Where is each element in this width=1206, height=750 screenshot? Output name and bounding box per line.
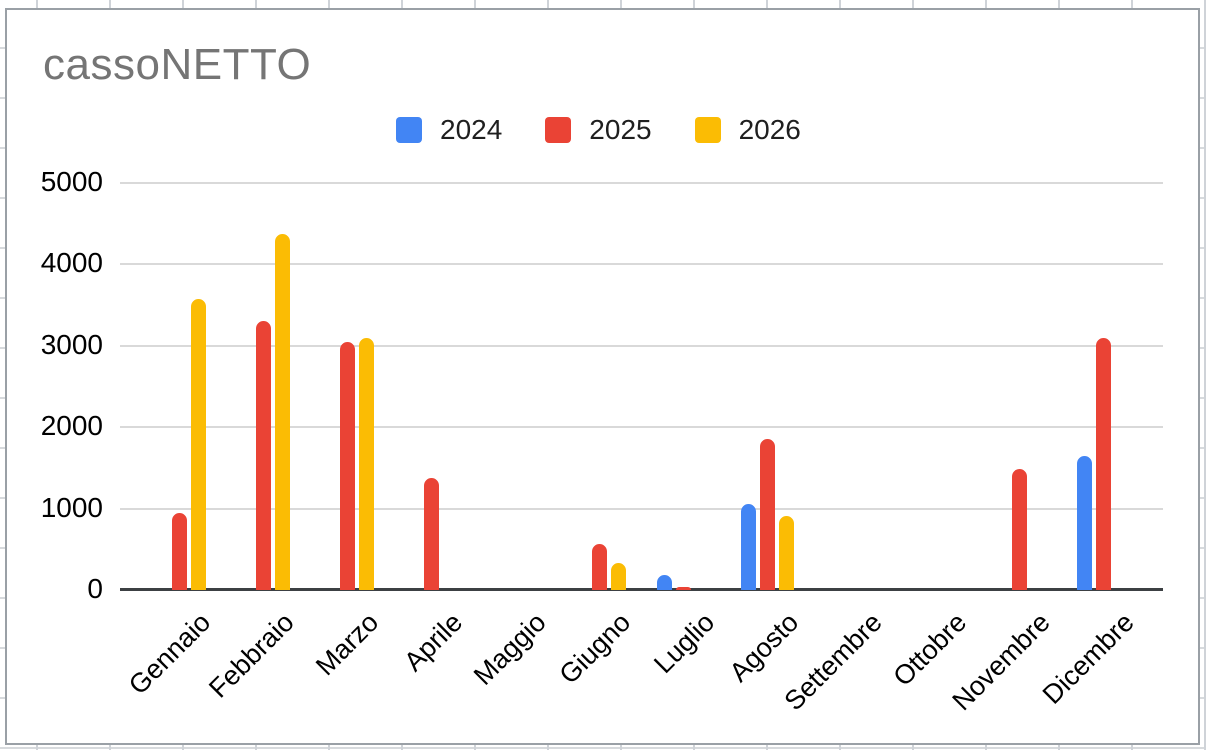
- legend-swatch-2026: [694, 117, 721, 143]
- bar-2025-Febbraio: [256, 321, 271, 590]
- legend-swatch-2024: [396, 117, 422, 143]
- x-axis-category-label: Febbraio: [203, 607, 301, 704]
- x-axis-category-label: Aprile: [398, 607, 469, 678]
- x-axis-line: [120, 588, 1163, 591]
- bar-2024-Luglio: [657, 575, 672, 590]
- y-gridline: [120, 426, 1163, 428]
- x-axis-category-label: Dicembre: [1037, 607, 1141, 710]
- bar-2025-Giugno: [592, 544, 607, 590]
- y-gridline: [120, 508, 1163, 510]
- y-axis-tick-label: 4000: [40, 247, 103, 278]
- legend-label-2024: 2024: [440, 114, 503, 145]
- legend-label-2025: 2025: [589, 114, 652, 145]
- bar-2025-Dicembre: [1096, 338, 1111, 590]
- legend-item-2024: 2024: [396, 114, 503, 145]
- bar-2025-Agosto: [760, 439, 775, 590]
- bar-2025-Aprile: [424, 478, 439, 590]
- legend-item-2026: 2026: [694, 114, 801, 145]
- bar-2024-Agosto: [741, 504, 756, 590]
- x-axis-category-label: Marzo: [309, 607, 385, 682]
- y-axis-tick-label: 3000: [40, 329, 103, 360]
- chart-title: cassoNETTO: [43, 40, 312, 89]
- x-axis-category-label: Maggio: [468, 607, 553, 691]
- bar-2025-Luglio: [676, 587, 691, 590]
- legend-label-2026: 2026: [738, 114, 801, 145]
- x-axis-category-label: Gennaio: [122, 607, 217, 701]
- y-axis-tick-label: 5000: [40, 166, 103, 197]
- y-gridline: [120, 263, 1163, 265]
- bar-2025-Novembre: [1012, 469, 1027, 590]
- bar-2024-Dicembre: [1077, 456, 1092, 590]
- chart-container[interactable]: cassoNETTO 2024 2025 2026 0 1000 2000 3000 400…: [5, 8, 1200, 745]
- x-axis-category-label: Agosto: [723, 607, 805, 688]
- y-axis-tick-label: 0: [87, 573, 103, 604]
- y-gridline: [120, 345, 1163, 347]
- bar-2025-Gennaio: [172, 513, 187, 590]
- bar-2026-Febbraio: [275, 234, 290, 590]
- x-axis-category-label: Giugno: [553, 607, 637, 690]
- legend-item-2025: 2025: [545, 114, 652, 145]
- bar-2025-Marzo: [340, 342, 355, 590]
- plot-area: 0 1000 2000 3000 4000 5000 Gennaio Febbraio Marz…: [7, 10, 1198, 743]
- y-gridline: [120, 182, 1163, 184]
- bar-2026-Marzo: [359, 338, 374, 590]
- bar-2026-Agosto: [779, 516, 794, 590]
- y-axis-tick-label: 1000: [40, 492, 103, 523]
- legend-swatch-2025: [545, 117, 572, 143]
- bar-2026-Giugno: [611, 563, 626, 590]
- chart-legend: 2024 2025 2026: [396, 114, 801, 145]
- bar-2026-Gennaio: [191, 299, 206, 590]
- x-axis-category-label: Luglio: [648, 607, 721, 680]
- y-axis-tick-label: 2000: [40, 410, 103, 441]
